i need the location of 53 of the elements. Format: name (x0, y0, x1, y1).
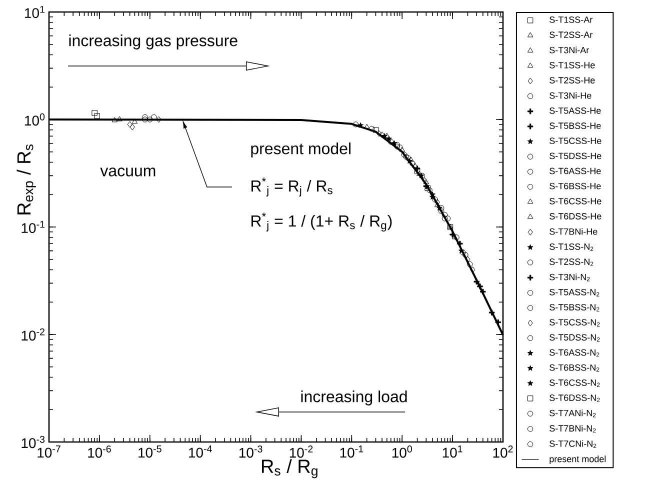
x-tick-label: 10$^{-5}$ (138, 446, 162, 458)
legend-label: S-T1SS-He (550, 62, 595, 68)
annotation: increasing load (301, 390, 407, 406)
annotation: R$^{*}$$_{j}$ = 1 / (1+ R$_{s}$ / R$_{g}$) (252, 212, 392, 232)
legend-label: S-T6BSS-He (550, 182, 601, 190)
y-axis-title: R$_{exp}$ / R$_{s}$ (16, 144, 36, 214)
y-tick-label: 10$^{1}$ (25, 6, 44, 18)
legend-label: S-T5BSS-He (550, 122, 601, 129)
x-tick-label: 10$^{-6}$ (88, 446, 111, 458)
legend-label: S-T6ASS-He (550, 168, 601, 174)
y-tick-label: 10$^{-2}$ (22, 328, 44, 341)
legend-label: S-T5BSS-N$_{2}$ (550, 304, 600, 312)
legend-label: S-T3Ni-Ar (550, 46, 589, 54)
legend-label: S-T1SS-N$_{2}$ (550, 243, 594, 251)
legend-label: S-T6CSS-He (550, 198, 602, 204)
x-tick-label: 10$^{-1}$ (340, 446, 364, 458)
legend-label: S-T6CSS-N$_{2}$ (550, 379, 600, 387)
annotation: R$^{*}$$_{j}$ = R$_{j}$ / R$_{s}$ (252, 178, 332, 196)
legend-label: S-T3Ni-He (550, 92, 592, 99)
legend-label: S-T5ASS-N$_{2}$ (550, 288, 600, 296)
legend-label: S-T6BSS-N$_{2}$ (550, 364, 600, 372)
legend-label: S-T7BNi-N$_{2}$ (550, 424, 596, 433)
legend-label: S-T2SS-Ar (550, 32, 593, 38)
x-tick-label: 10$^{0}$ (392, 446, 412, 458)
x-tick-label: 10$^{-2}$ (290, 446, 313, 458)
legend-label: S-T6DSS-N$_{2}$ (550, 394, 600, 402)
legend-label: S-T3Ni-N$_{2}$ (550, 274, 590, 282)
annotation: present model (251, 142, 350, 158)
legend-label: S-T5DSS-He (550, 152, 602, 160)
annotation: increasing gas pressure (69, 34, 238, 50)
x-tick-label: 10$^{-7}$ (38, 446, 60, 458)
legend-label: S-T6DSS-He (550, 213, 602, 220)
legend-label: S-T5CSS-N$_{2}$ (550, 319, 600, 326)
x-axis-title: R$_{s}$ / R$_{g}$ (262, 459, 318, 478)
x-tick-label: 10$^{2}$ (493, 446, 513, 458)
x-tick-label: 10$^{-4}$ (189, 446, 212, 458)
x-tick-label: 10$^{1}$ (442, 446, 462, 458)
legend-label: S-T6ASS-N$_{2}$ (550, 349, 600, 357)
legend-label: S-T5DSS-N$_{2}$ (550, 334, 600, 342)
y-tick-label: 10$^{0}$ (25, 113, 45, 126)
legend-label: S-T7BNi-He (550, 228, 598, 235)
legend-label: S-T7ANi-N$_{2}$ (550, 410, 596, 418)
legend-label: S-T1SS-Ar (550, 16, 593, 23)
y-tick-label: 10$^{-3}$ (22, 436, 45, 448)
legend-label: S-T5CSS-He (550, 138, 602, 144)
x-tick-label: 10$^{-3}$ (239, 446, 262, 458)
legend-label: S-T2SS-He (550, 77, 595, 84)
legend-label: S-T5ASS-He (550, 107, 601, 114)
legend-label: S-T2SS-N$_{2}$ (550, 258, 594, 266)
legend-label: S-T7CNi-N$_{2}$ (550, 440, 596, 448)
annotation: vacuum (100, 168, 156, 176)
y-tick-label: 10$^{-1}$ (22, 220, 44, 234)
legend-label: present model (550, 456, 606, 464)
